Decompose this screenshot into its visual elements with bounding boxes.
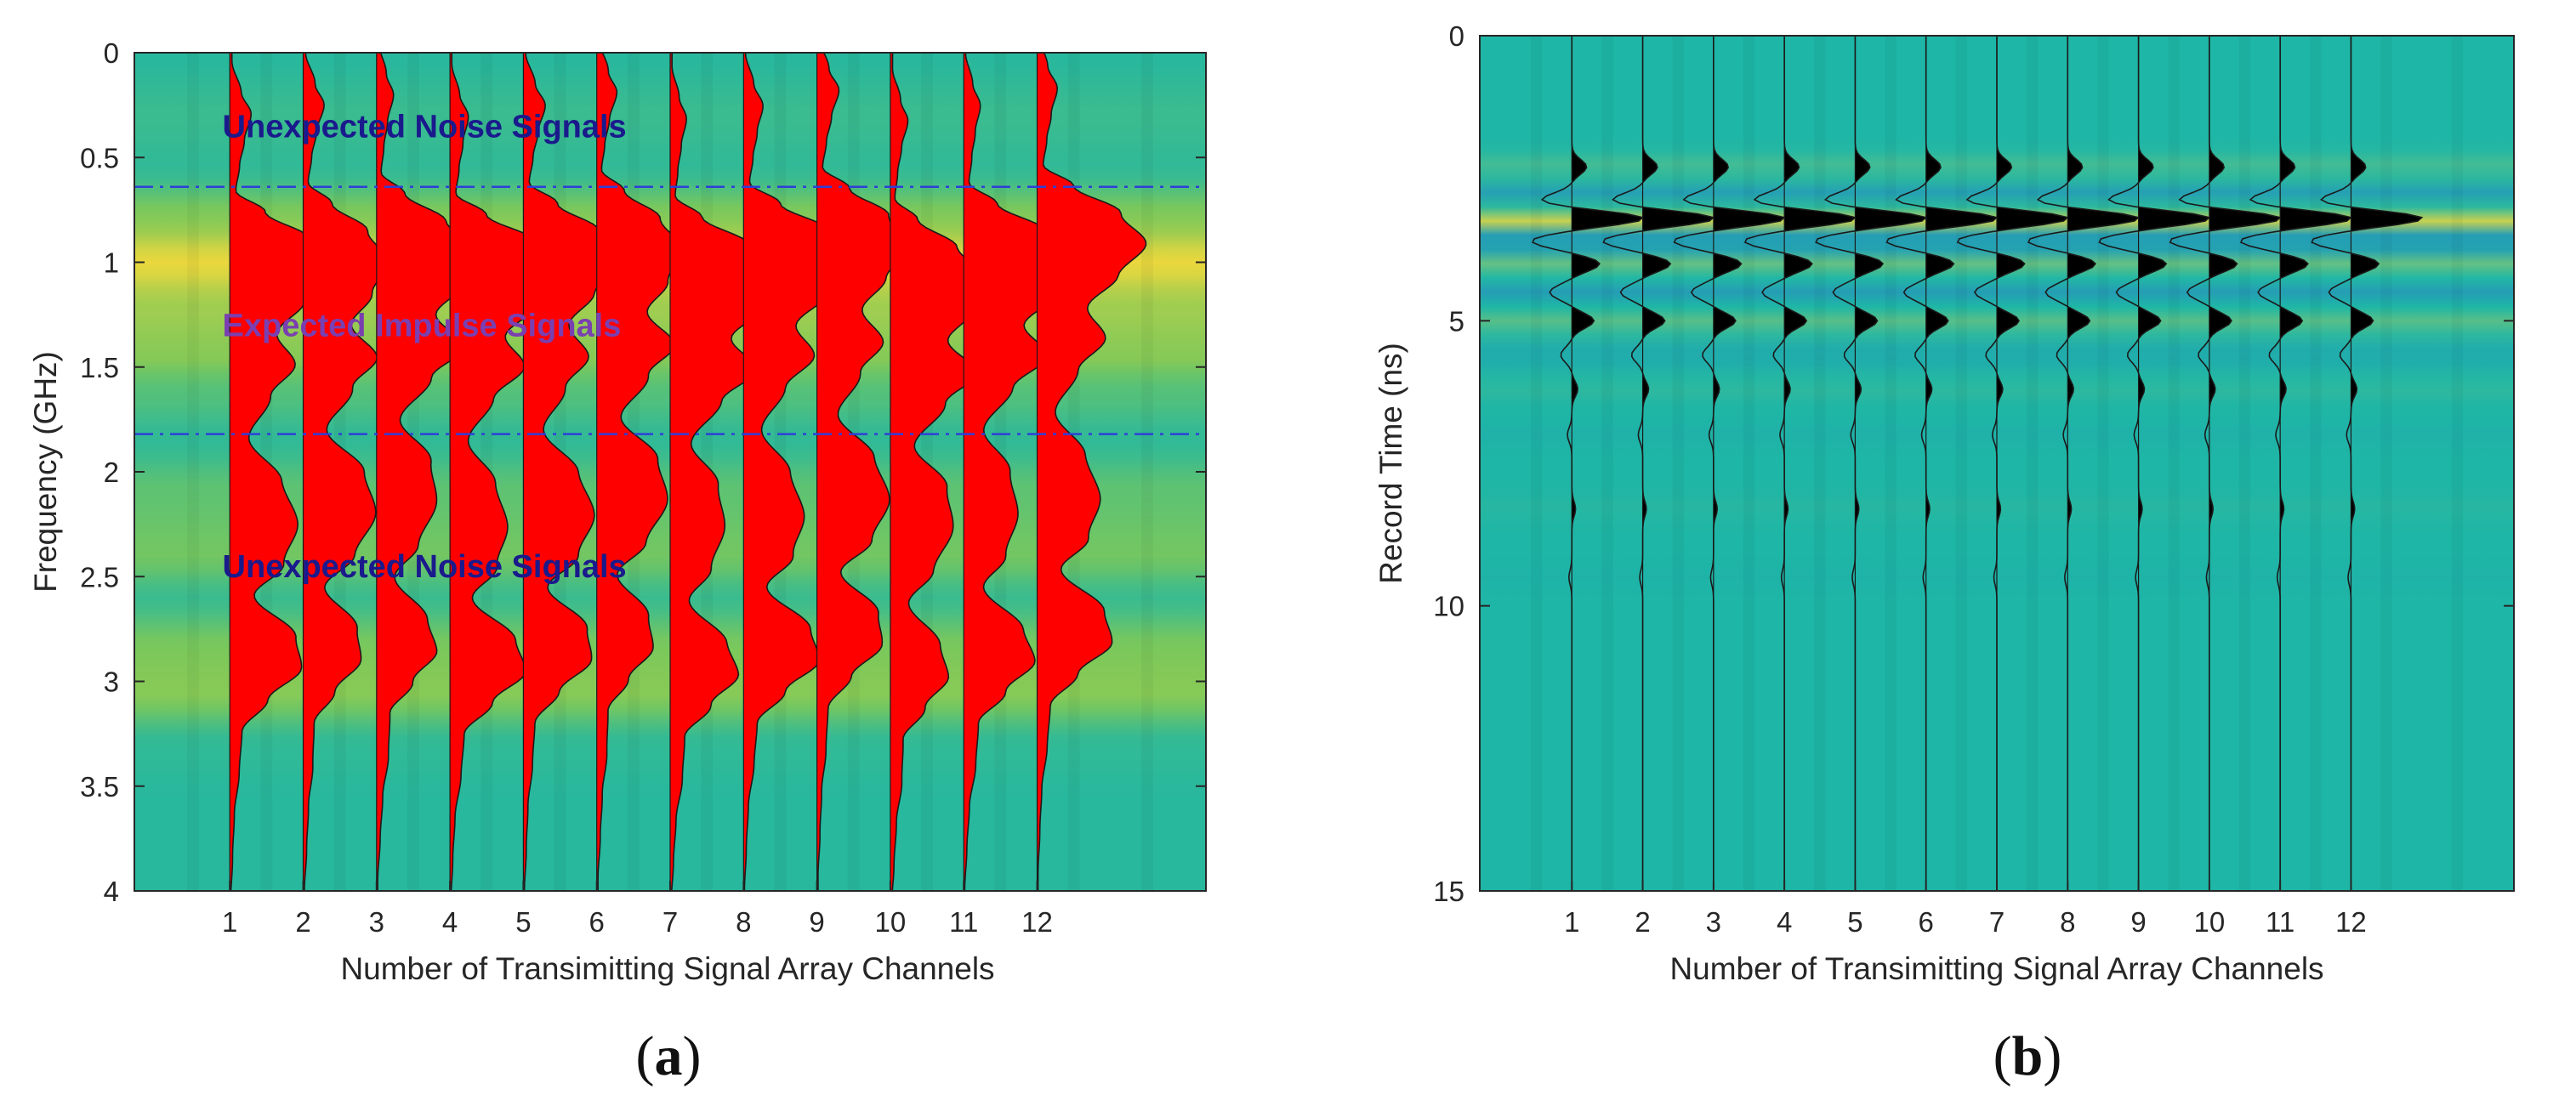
- x-tick-label: 5: [515, 906, 531, 938]
- trace-line-channel-7: [671, 53, 783, 891]
- y-tick-label: 0: [104, 37, 119, 69]
- trace-fill-channel-9: [816, 53, 909, 891]
- column-stripe: [187, 53, 199, 891]
- trace-line-channel-11: [964, 53, 1080, 891]
- x-tick-label: 2: [295, 906, 310, 938]
- column-stripe: [1601, 36, 1613, 891]
- y-tick-label: 3: [104, 666, 119, 698]
- annotation: Unexpected Noise Signals: [223, 109, 627, 145]
- trace-line-channel-12: [1037, 53, 1147, 891]
- panel-a-caption-letter: a: [655, 1025, 683, 1087]
- column-stripe: [1530, 36, 1543, 891]
- x-tick-label: 7: [1989, 906, 2005, 938]
- x-tick-label: 11: [2266, 906, 2295, 938]
- panel-b-y-ticks: 0 5 10 15: [1433, 20, 2514, 907]
- y-tick-label: 1.5: [80, 352, 119, 383]
- column-stripe: [1814, 36, 1826, 891]
- panel-a-annotations: Unexpected Noise Signals Expected Impulse…: [223, 109, 627, 585]
- panel-a: Unexpected Noise Signals Expected Impulse…: [28, 37, 1207, 1087]
- trace-fill-channel-10: [890, 53, 987, 891]
- trace-fill-channel-5: [523, 53, 619, 891]
- x-tick-label: 4: [442, 906, 458, 938]
- annotation: Expected Impulse Signals: [223, 308, 622, 343]
- panel-a-x-axis-label: Number of Transimitting Signal Array Cha…: [340, 951, 994, 986]
- x-tick-label: 12: [1021, 906, 1053, 938]
- trace-line-channel-2: [304, 53, 390, 891]
- trace-line-channel-10: [891, 53, 988, 891]
- trace-line-channel-5: [523, 53, 620, 891]
- y-tick-label: 2.5: [80, 561, 119, 593]
- column-stripe: [2026, 36, 2039, 891]
- trace-line-channel-1: [230, 53, 333, 891]
- y-tick-label: 2: [104, 457, 119, 488]
- annotation: Unexpected Noise Signals: [223, 549, 627, 585]
- y-tick-label: 15: [1433, 876, 1464, 907]
- panel-b-x-axis-label: Number of Transimitting Signal Array Cha…: [1669, 951, 2323, 986]
- panel-a-traces: [229, 53, 1147, 891]
- y-tick-label: 0: [1449, 20, 1464, 52]
- column-stripe: [2168, 36, 2180, 891]
- trace-fill-channel-12: [1037, 53, 1146, 891]
- y-tick-label: 10: [1433, 591, 1464, 622]
- trace-fill-channel-2: [303, 53, 390, 891]
- x-tick-label: 8: [736, 906, 751, 938]
- panel-b-y-axis-label: Record Time (ns): [1373, 343, 1408, 584]
- x-tick-label: 4: [1777, 906, 1792, 938]
- trace-line-channel-4: [450, 53, 566, 891]
- x-tick-label: 3: [1706, 906, 1721, 938]
- y-tick-label: 0.5: [80, 142, 119, 173]
- x-tick-label: 11: [949, 906, 978, 938]
- x-tick-label: 3: [369, 906, 384, 938]
- column-stripe: [2380, 36, 2392, 891]
- x-tick-label: 2: [1635, 906, 1650, 938]
- column-stripe: [2238, 36, 2251, 891]
- x-tick-label: 12: [2335, 906, 2367, 938]
- x-tick-label: 10: [2194, 906, 2226, 938]
- panel-b-caption-letter: b: [2012, 1025, 2044, 1087]
- panel-a-y-axis-label: Frequency (GHz): [28, 351, 63, 593]
- panel-b-traces: [1532, 36, 2424, 891]
- trace-line-channel-9: [817, 53, 910, 891]
- x-tick-label: 8: [2060, 906, 2075, 938]
- column-stripe: [2451, 36, 2464, 891]
- column-stripe: [1141, 53, 1153, 891]
- panel-b-x-ticks: 1 2 3 4 5 6 7 8 9 10 11 12: [1564, 881, 2367, 938]
- panel-a-y-ticks: 0 0.5 1 1.5 2 2.5 3 3.5 4: [80, 37, 1206, 907]
- x-tick-label: 1: [222, 906, 237, 938]
- column-stripe: [2097, 36, 2109, 891]
- panel-a-x-ticks: 1 2 3 4 5 6 7 8 9 10 11 12: [222, 881, 1053, 938]
- x-tick-label: 9: [809, 906, 824, 938]
- column-stripe: [1743, 36, 1755, 891]
- y-tick-label: 4: [104, 876, 119, 907]
- column-stripe: [1672, 36, 1684, 891]
- trace-line-channel-6: [597, 53, 685, 891]
- x-tick-label: 5: [1847, 906, 1862, 938]
- y-tick-label: 5: [1449, 305, 1464, 337]
- panel-a-caption: (a): [636, 1025, 702, 1087]
- x-tick-label: 9: [2130, 906, 2146, 938]
- x-tick-label: 6: [1919, 906, 1934, 938]
- column-stripe: [1885, 36, 1896, 891]
- x-tick-label: 6: [589, 906, 605, 938]
- column-stripe: [1955, 36, 1968, 891]
- x-tick-label: 7: [662, 906, 678, 938]
- x-tick-label: 10: [875, 906, 907, 938]
- trace-line-channel-3: [377, 53, 479, 891]
- column-stripe: [2310, 36, 2322, 891]
- panel-a-reference-lines: [134, 185, 1206, 435]
- trace-line-channel-8: [743, 53, 856, 891]
- panel-b-caption: (b): [1993, 1025, 2062, 1087]
- y-tick-label: 3.5: [80, 771, 119, 803]
- y-tick-label: 1: [104, 247, 119, 279]
- panel-b-column-stripes: [1530, 36, 2464, 891]
- x-tick-label: 1: [1564, 906, 1579, 938]
- trace-fill-channel-6: [596, 53, 684, 891]
